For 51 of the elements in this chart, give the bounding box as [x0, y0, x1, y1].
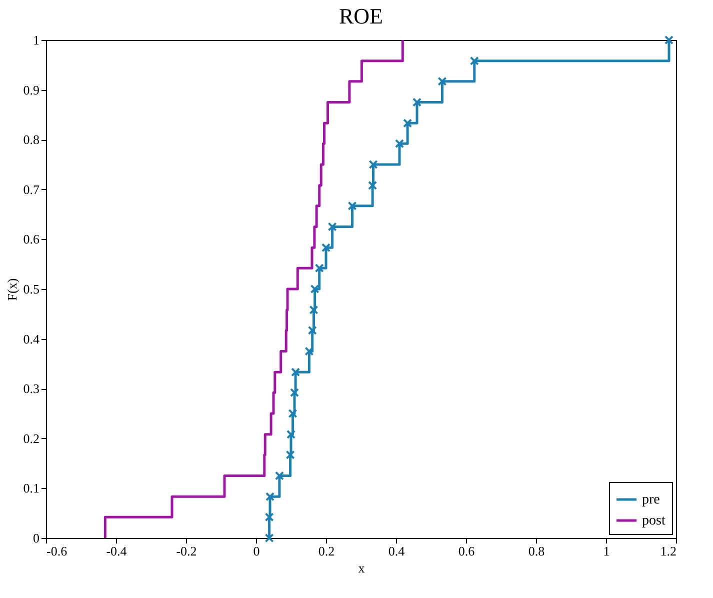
point: [264, 533, 274, 543]
point: [290, 388, 300, 398]
y-tick-label: 0.9: [23, 82, 40, 98]
y-tick-label: 0.6: [23, 232, 40, 247]
point: [264, 512, 274, 522]
point: [470, 56, 479, 66]
y-tick-label: 1: [33, 32, 40, 48]
point: [394, 139, 404, 148]
y-tick-label: 0.7: [23, 182, 40, 197]
x-tick-label: 1.2: [660, 544, 676, 558]
point: [288, 408, 298, 418]
y-tick-label: 0.1: [23, 480, 40, 496]
point: [368, 160, 378, 170]
point: [274, 471, 284, 480]
point: [314, 264, 324, 273]
point: [286, 430, 296, 439]
y-axis-title: F(x): [4, 278, 20, 301]
x-tick-label: 0.2: [318, 544, 335, 558]
point: [438, 76, 447, 86]
point: [309, 305, 318, 314]
point: [664, 35, 674, 45]
x-tick-label: 0.8: [528, 544, 545, 558]
point: [310, 284, 320, 294]
x-tick-label: -0.6: [46, 544, 68, 558]
point: [368, 180, 378, 190]
x-axis-title: x: [358, 560, 366, 576]
point: [304, 346, 314, 356]
x-tick-label: -0.4: [106, 544, 128, 558]
point: [291, 368, 300, 377]
point: [403, 118, 412, 128]
point: [328, 222, 337, 232]
x-tick-label: 0: [253, 544, 260, 558]
chart-title: ROE: [339, 3, 383, 28]
point: [412, 98, 422, 107]
point: [308, 326, 317, 335]
x-tick-label: 1: [603, 544, 610, 558]
legend-label: pre: [642, 492, 660, 508]
y-tick-label: 0.8: [23, 132, 40, 148]
point: [286, 450, 295, 460]
y-tick-label: 0: [33, 530, 40, 546]
point: [348, 201, 357, 210]
y-tick-label: 0.3: [23, 381, 40, 396]
y-tick-label: 0.2: [23, 430, 40, 446]
x-tick-label: 0.6: [458, 544, 476, 558]
x-tick-label: 0.4: [388, 544, 406, 558]
legend-label: post: [642, 514, 666, 528]
point: [265, 492, 275, 502]
y-tick-label: 0.5: [23, 282, 40, 296]
point: [321, 243, 331, 252]
x-tick-label: -0.2: [176, 544, 197, 558]
y-tick-label: 0.4: [23, 331, 40, 346]
